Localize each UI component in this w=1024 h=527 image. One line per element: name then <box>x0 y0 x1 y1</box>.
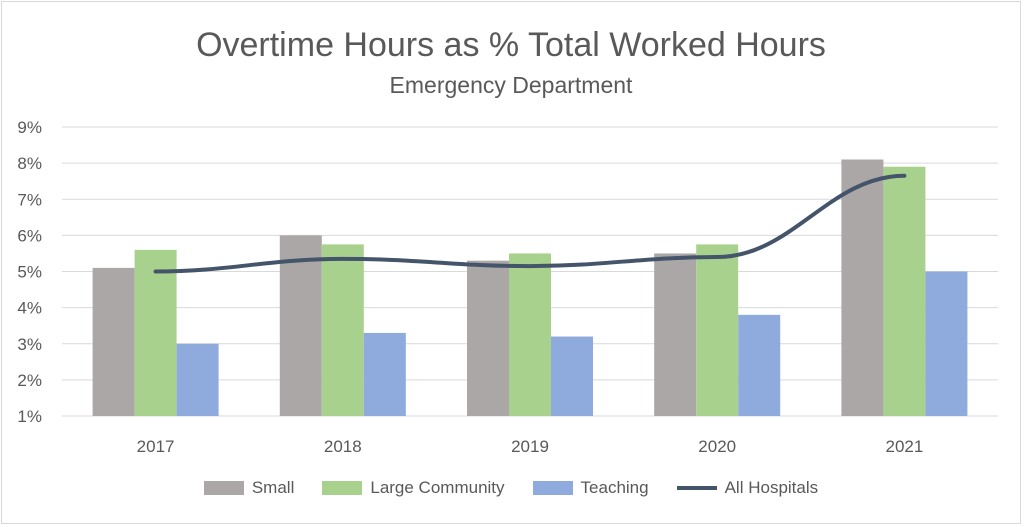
line-all-hospitals <box>153 173 907 274</box>
bar-teaching <box>738 314 781 416</box>
legend-label-teaching: Teaching <box>580 478 649 497</box>
bar-large-community <box>321 244 364 416</box>
bar-small <box>841 159 884 416</box>
legend-item-all-hospitals: All Hospitals <box>676 478 819 498</box>
y-tick-label: 3% <box>17 335 42 354</box>
legend-swatch-teaching <box>532 481 573 495</box>
bar-teaching <box>551 336 593 416</box>
x-tick-label: 2021 <box>885 437 923 456</box>
bar-large-community <box>509 253 551 416</box>
y-tick-label: 4% <box>17 299 42 318</box>
legend-swatch-all-hospitals <box>676 486 717 490</box>
legend-item-teaching: Teaching <box>532 478 649 498</box>
x-tick-label: 2019 <box>511 437 549 456</box>
chart-legend: Small Large Community Teaching All Hospi… <box>0 478 1022 498</box>
legend-item-small: Small <box>203 478 295 498</box>
x-tick-label: 2020 <box>698 437 736 456</box>
y-tick-label: 8% <box>17 154 42 173</box>
y-tick-label: 1% <box>17 407 42 426</box>
bar-large-community <box>134 249 177 416</box>
bar-large-community <box>883 166 926 416</box>
bar-small <box>467 260 509 416</box>
bar-small <box>654 253 697 416</box>
chart-title: Overtime Hours as % Total Worked Hours <box>196 26 826 64</box>
chart-subtitle: Emergency Department <box>389 72 633 98</box>
y-tick-label: 9% <box>17 118 42 137</box>
y-tick-label: 2% <box>17 371 42 390</box>
legend-label-large-community: Large Community <box>370 478 505 497</box>
y-tick-label: 7% <box>17 190 42 209</box>
bar-teaching <box>925 271 968 416</box>
x-tick-label: 2017 <box>137 437 175 456</box>
bar-small <box>92 267 135 416</box>
legend-swatch-small <box>203 481 244 495</box>
legend-swatch-large-community <box>322 481 363 495</box>
legend-item-large-community: Large Community <box>322 478 505 498</box>
x-tick-label: 2018 <box>324 437 362 456</box>
y-tick-label: 6% <box>17 226 42 245</box>
bar-small <box>279 235 322 416</box>
bar-teaching <box>176 343 219 416</box>
y-tick-label: 5% <box>17 263 42 282</box>
legend-label-all-hospitals: All Hospitals <box>724 478 819 497</box>
bar-teaching <box>363 332 406 416</box>
bar-large-community <box>696 244 739 416</box>
legend-label-small: Small <box>251 478 295 497</box>
